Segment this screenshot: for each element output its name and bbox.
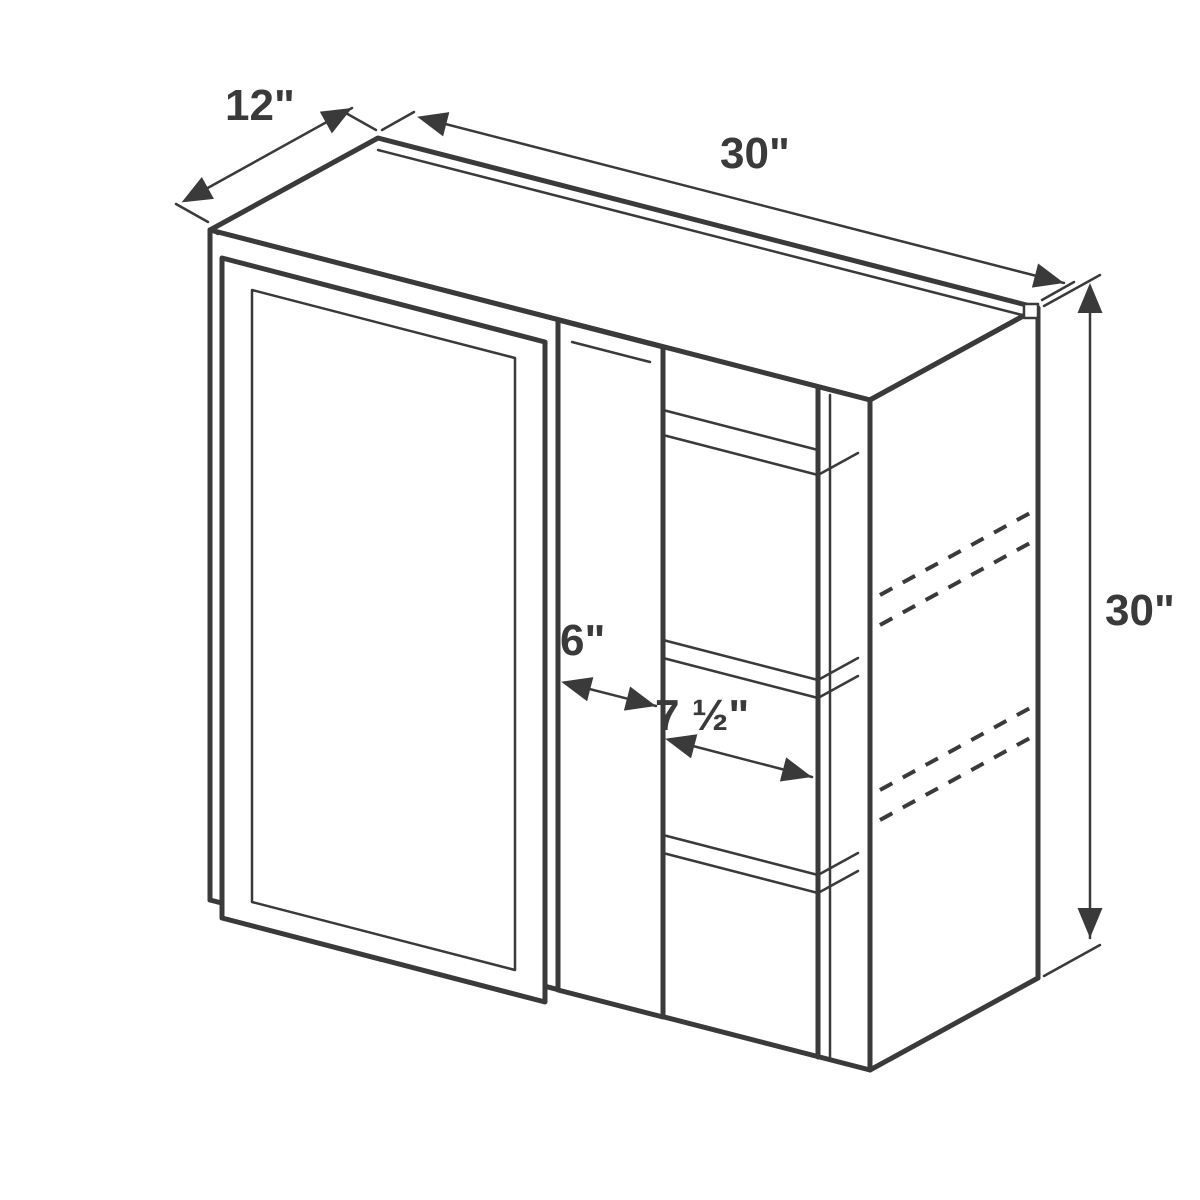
height-label: 30" <box>1105 586 1175 635</box>
center-stile <box>558 320 663 1017</box>
depth-label: 12" <box>225 81 295 130</box>
dimension-height: 30" <box>1044 275 1175 976</box>
right-side-face <box>870 308 1038 1070</box>
door-outer <box>222 258 545 1002</box>
cabinet-technical-drawing: 12" 30" 30" 6" 7 ½" <box>0 0 1200 1200</box>
width-label: 30" <box>720 129 790 178</box>
stile-label: 6" <box>560 616 605 665</box>
opening-label: 7 ½" <box>655 691 749 740</box>
